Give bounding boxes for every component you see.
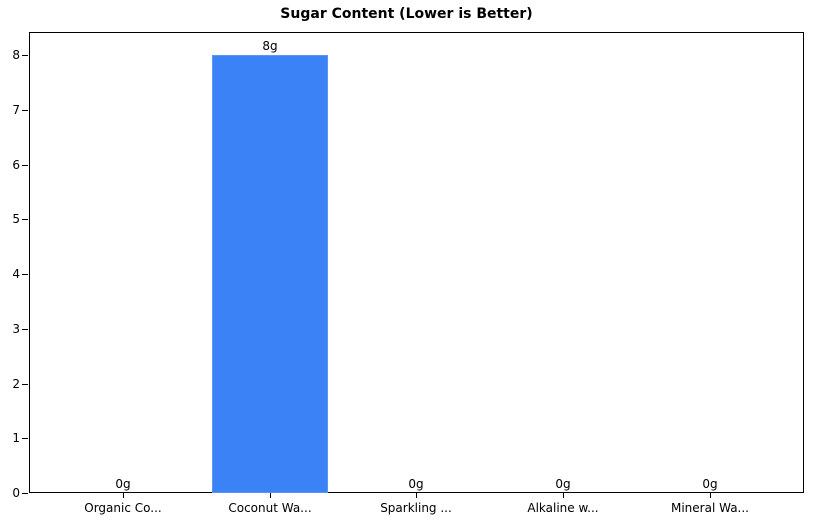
y-tick — [22, 219, 28, 221]
y-tick — [22, 55, 28, 56]
y-tick-label: 2 — [12, 376, 20, 391]
x-tick — [270, 493, 271, 498]
x-tick-label: Mineral Wa... — [670, 501, 749, 515]
y-tick — [22, 164, 28, 166]
y-tick — [22, 438, 28, 440]
y-tick — [22, 274, 28, 275]
y-tick-label: 5 — [12, 212, 20, 227]
x-tick — [563, 493, 564, 498]
chart-title: Sugar Content (Lower is Better) — [280, 6, 533, 22]
y-tick-label: 8 — [12, 48, 20, 62]
x-tick — [710, 493, 711, 498]
bar — [212, 55, 328, 493]
y-tick — [22, 328, 28, 330]
y-tick-label: 4 — [12, 267, 20, 281]
bar-value-label: 0g — [702, 477, 718, 491]
bar-value-label: 0g — [408, 477, 424, 491]
x-tick-label: Organic Co... — [84, 501, 162, 515]
y-tick-label: 1 — [12, 431, 20, 446]
bar-value-label: 0g — [555, 477, 571, 491]
bar-value-label: 0g — [115, 477, 131, 491]
y-tick-label: 6 — [12, 157, 20, 172]
y-tick-label: 0 — [12, 486, 20, 500]
x-tick-label: Sparkling ... — [380, 501, 452, 515]
x-tick-label: Alkaline w... — [527, 501, 599, 515]
x-tick — [416, 493, 417, 498]
y-tick-label: 7 — [12, 102, 20, 117]
y-tick — [22, 383, 28, 385]
x-tick-label: Coconut Wa... — [228, 501, 312, 515]
bar-value-label: 8g — [262, 39, 278, 53]
y-tick-label: 3 — [12, 321, 20, 336]
plot-area — [29, 32, 804, 493]
y-tick — [22, 493, 28, 494]
x-tick — [123, 493, 124, 498]
y-tick — [22, 109, 28, 111]
